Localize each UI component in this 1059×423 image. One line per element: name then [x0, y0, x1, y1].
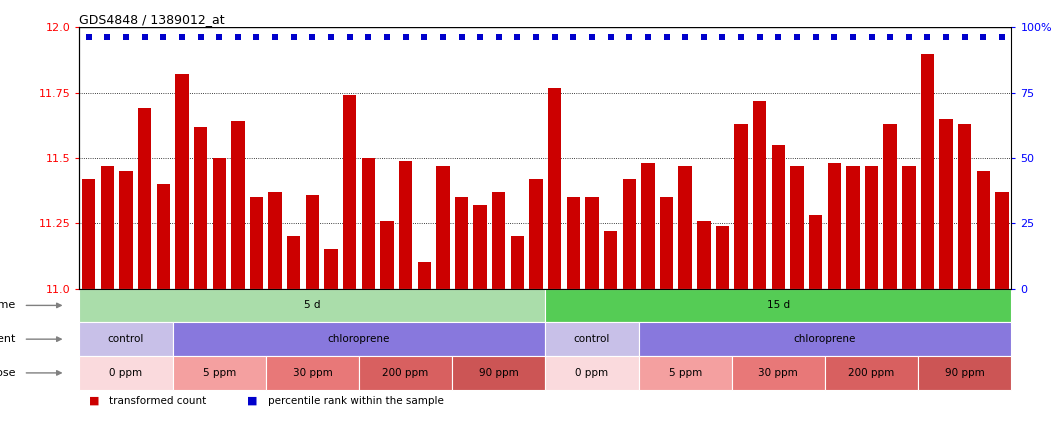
Bar [343, 95, 357, 288]
Bar [492, 192, 505, 288]
Text: 200 ppm: 200 ppm [848, 368, 895, 378]
Bar [545, 322, 639, 356]
Bar [660, 197, 674, 288]
Text: 0 ppm: 0 ppm [575, 368, 609, 378]
Bar [79, 356, 173, 390]
Text: ■: ■ [89, 396, 100, 406]
Bar [920, 54, 934, 288]
Bar [473, 205, 487, 288]
Bar [436, 166, 450, 288]
Bar [79, 288, 545, 322]
Text: GDS4848 / 1389012_at: GDS4848 / 1389012_at [79, 14, 226, 26]
Bar [306, 195, 319, 288]
Text: 30 ppm: 30 ppm [292, 368, 333, 378]
Bar [287, 236, 301, 288]
Bar [641, 163, 654, 288]
Text: chloroprene: chloroprene [794, 334, 856, 344]
Bar [324, 250, 338, 288]
Bar [995, 192, 1009, 288]
Text: 90 ppm: 90 ppm [945, 368, 985, 378]
Bar [510, 236, 524, 288]
Text: 15 d: 15 d [767, 300, 790, 310]
Bar [194, 126, 208, 288]
Bar [809, 215, 823, 288]
Bar [452, 356, 545, 390]
Text: 30 ppm: 30 ppm [758, 368, 798, 378]
Text: 5 d: 5 d [304, 300, 321, 310]
Text: ■: ■ [247, 396, 257, 406]
Bar [883, 124, 897, 288]
Bar [865, 166, 878, 288]
Bar [958, 124, 971, 288]
Bar [380, 221, 394, 288]
Bar [266, 356, 359, 390]
Bar [772, 145, 785, 288]
Bar [679, 166, 692, 288]
Bar [567, 197, 580, 288]
Bar [157, 184, 170, 288]
Bar [454, 197, 468, 288]
Bar [250, 197, 264, 288]
Bar [639, 356, 732, 390]
Bar [101, 166, 114, 288]
Bar [268, 192, 282, 288]
Bar [231, 121, 245, 288]
Text: agent: agent [0, 334, 16, 344]
Bar [82, 179, 95, 288]
Bar [359, 356, 452, 390]
Text: 90 ppm: 90 ppm [479, 368, 519, 378]
Bar [734, 124, 748, 288]
Text: 5 ppm: 5 ppm [668, 368, 702, 378]
Text: 0 ppm: 0 ppm [109, 368, 143, 378]
Bar [120, 171, 132, 288]
Bar [79, 322, 173, 356]
Bar [586, 197, 598, 288]
Bar [976, 171, 990, 288]
Bar [545, 356, 639, 390]
Bar [939, 119, 953, 288]
Text: 200 ppm: 200 ppm [382, 368, 429, 378]
Bar [753, 101, 767, 288]
Bar [846, 166, 860, 288]
Bar [697, 221, 711, 288]
Bar [790, 166, 804, 288]
Bar [138, 108, 151, 288]
Bar [399, 161, 412, 288]
Text: time: time [0, 300, 16, 310]
Bar [825, 356, 918, 390]
Bar [175, 74, 189, 288]
Bar [827, 163, 841, 288]
Text: chloroprene: chloroprene [328, 334, 390, 344]
Bar [361, 158, 375, 288]
Bar [417, 262, 431, 288]
Bar [530, 179, 543, 288]
Bar [173, 322, 545, 356]
Bar [918, 356, 1011, 390]
Text: 5 ppm: 5 ppm [202, 368, 236, 378]
Bar [604, 231, 617, 288]
Bar [173, 356, 266, 390]
Bar [623, 179, 636, 288]
Bar [639, 322, 1011, 356]
Text: transformed count: transformed count [109, 396, 207, 406]
Text: control: control [108, 334, 144, 344]
Bar [548, 88, 561, 288]
Bar [902, 166, 916, 288]
Text: control: control [574, 334, 610, 344]
Text: percentile rank within the sample: percentile rank within the sample [268, 396, 444, 406]
Bar [545, 288, 1011, 322]
Bar [213, 158, 226, 288]
Bar [716, 226, 730, 288]
Text: dose: dose [0, 368, 16, 378]
Bar [732, 356, 825, 390]
